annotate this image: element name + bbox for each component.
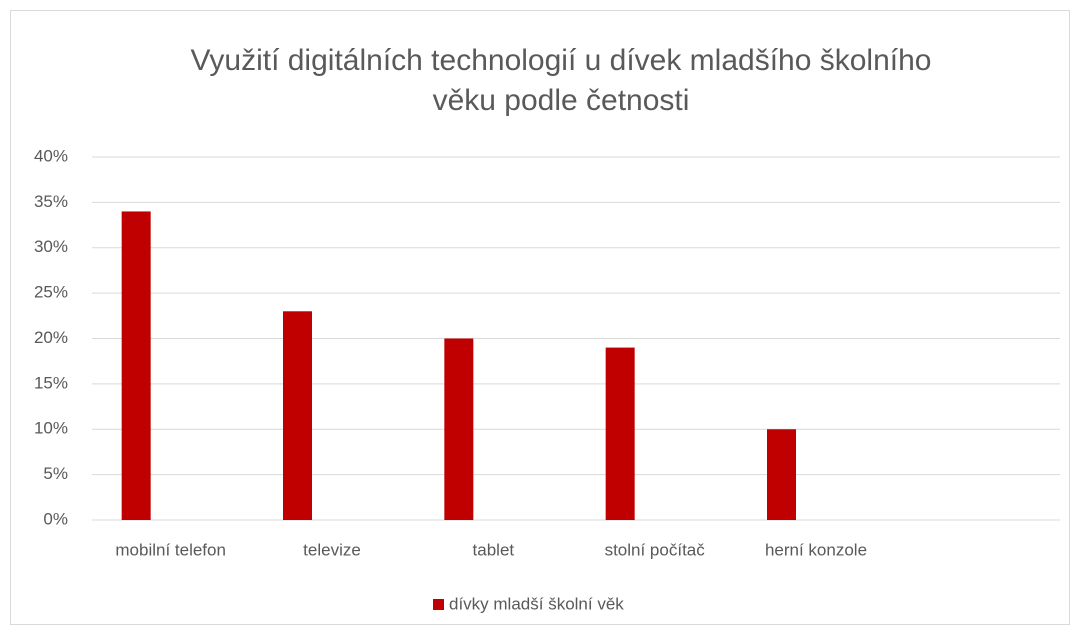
y-tick-label: 25% <box>34 283 68 302</box>
chart-title: věku podle četnosti <box>433 84 690 117</box>
bar <box>283 311 312 520</box>
x-tick-label: mobilní telefon <box>115 540 226 559</box>
y-tick-label: 20% <box>34 328 68 347</box>
y-tick-label: 0% <box>43 509 68 528</box>
bar <box>444 338 474 520</box>
bar <box>121 211 151 520</box>
bar <box>767 429 796 520</box>
x-tick-label: tablet <box>473 540 515 559</box>
y-tick-label: 15% <box>34 373 68 392</box>
chart-title: Využití digitálních technologií u dívek … <box>191 44 932 77</box>
y-tick-label: 40% <box>34 146 68 165</box>
y-tick-label: 5% <box>43 464 68 483</box>
legend-swatch <box>433 599 444 610</box>
x-tick-label: stolní počítač <box>605 540 706 559</box>
y-tick-label: 10% <box>34 419 68 438</box>
x-tick-label: televize <box>303 540 361 559</box>
y-tick-label: 35% <box>34 192 68 211</box>
bar <box>605 347 635 520</box>
x-tick-label: herní konzole <box>765 540 867 559</box>
legend-label: dívky mladší školní věk <box>449 594 624 613</box>
chart-border <box>10 10 1070 625</box>
y-tick-label: 30% <box>34 237 68 256</box>
